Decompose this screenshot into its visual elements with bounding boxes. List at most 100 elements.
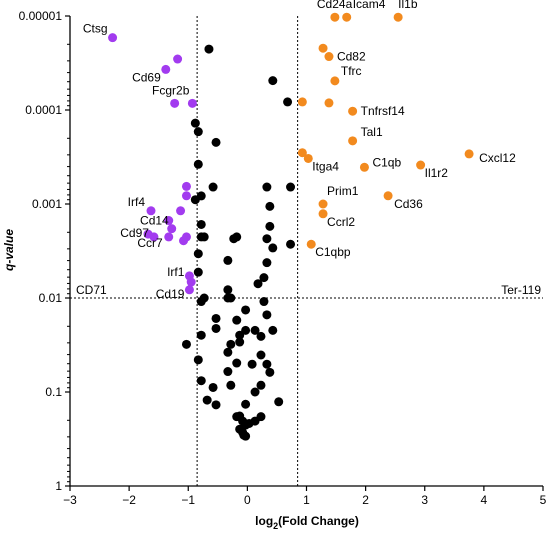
point-label: Irf1: [167, 265, 185, 279]
point-label: Tal1: [361, 125, 383, 139]
data-points: [108, 12, 474, 441]
data-point-up: [342, 12, 352, 22]
data-point-ns: [256, 331, 266, 341]
point-label: Cxcl12: [479, 151, 516, 165]
data-point-up: [318, 199, 328, 209]
data-point-down: [164, 216, 174, 226]
data-point-ns: [193, 159, 203, 169]
threshold-lines: [70, 16, 543, 486]
point-label: Cd19: [156, 287, 185, 301]
data-point-ns: [223, 285, 233, 295]
data-point-ns: [262, 310, 272, 320]
point-label: Il1r2: [425, 166, 449, 180]
data-point-ns: [274, 397, 284, 407]
data-point-ns: [223, 255, 233, 265]
data-point-ns: [241, 399, 251, 409]
x-tick-label: 3: [421, 493, 428, 507]
data-point-ns: [268, 76, 278, 86]
data-point-ns: [229, 234, 239, 244]
data-point-ns: [208, 382, 218, 392]
data-point-down: [149, 232, 159, 242]
y-tick-label: 0.00001: [19, 9, 63, 23]
data-point-ns: [193, 127, 203, 137]
axes: −3 −2 −1 0 1 2 3 4 5 0.00001 0.0001 0.001 0.01 0.1 1: [19, 9, 547, 507]
data-point-ns: [196, 297, 206, 307]
data-point-ns: [286, 239, 296, 249]
data-point-up: [330, 12, 340, 22]
data-point-ns: [235, 330, 245, 340]
point-label: Cd24a: [317, 0, 353, 11]
data-point-ns: [193, 267, 203, 277]
data-point-ns: [265, 221, 275, 231]
x-tick-label: 2: [362, 493, 369, 507]
data-point-ns: [208, 182, 218, 192]
data-point-down: [176, 206, 186, 216]
corner-label-right: Ter-119: [501, 283, 541, 297]
data-point-down: [179, 236, 189, 246]
point-label: Irf4: [128, 195, 146, 209]
data-point-ns: [283, 97, 293, 107]
data-point-up: [464, 149, 474, 159]
point-label: Ccrl2: [327, 215, 355, 229]
data-point-down: [108, 33, 118, 43]
y-axis-title: q-value: [2, 229, 16, 271]
data-point-ns: [256, 350, 266, 360]
data-point-down: [146, 206, 156, 216]
corner-label-left: CD71: [76, 283, 107, 297]
data-point-down: [161, 64, 171, 74]
data-point-ns: [256, 380, 266, 390]
data-point-down: [181, 181, 191, 191]
data-point-ns: [226, 293, 236, 303]
point-label: C1qbp: [315, 245, 351, 259]
data-point-up: [324, 98, 334, 108]
point-label: Prim1: [327, 184, 359, 198]
data-point-ns: [241, 305, 251, 315]
x-axis-title: log2(Fold Change): [255, 514, 359, 531]
data-point-up: [303, 153, 313, 163]
y-tick-label: 0.001: [32, 197, 62, 211]
y-tick-label: 0.01: [39, 291, 63, 305]
x-tick-label: −1: [181, 493, 195, 507]
data-point-ns: [286, 182, 296, 192]
data-point-ns: [190, 195, 200, 205]
data-point-ns: [223, 347, 233, 357]
data-point-ns: [181, 339, 191, 349]
data-point-ns: [196, 330, 206, 340]
x-tick-label: 4: [481, 493, 488, 507]
data-point-ns: [226, 339, 236, 349]
x-tick-label: −3: [63, 493, 77, 507]
point-label: Ccr7: [137, 236, 163, 250]
point-label: Cd36: [394, 197, 423, 211]
data-point-up: [318, 209, 328, 219]
data-point-ns: [202, 395, 212, 405]
data-point-down: [184, 285, 194, 295]
data-point-ns: [250, 325, 260, 335]
data-point-up: [383, 191, 393, 201]
data-point-ns: [196, 376, 206, 386]
point-label: Ctsg: [83, 22, 108, 36]
data-point-ns: [250, 387, 260, 397]
data-point-ns: [211, 137, 221, 147]
data-point-ns: [199, 232, 209, 242]
data-point-ns: [211, 313, 221, 323]
data-point-down: [173, 54, 183, 64]
data-point-ns: [190, 118, 200, 128]
data-point-ns: [265, 201, 275, 211]
data-point-down: [181, 191, 191, 201]
x-axis-title-rest: (Fold Change): [278, 514, 359, 528]
point-label: C1qb: [372, 155, 401, 169]
data-point-ns: [268, 243, 278, 253]
data-point-ns: [241, 325, 251, 335]
data-point-up: [297, 148, 307, 158]
point-label: Icam4: [353, 0, 386, 11]
point-label: Cd97: [120, 226, 149, 240]
data-point-up: [416, 160, 426, 170]
data-point-ns: [196, 219, 206, 229]
point-label: Cd69: [132, 70, 161, 84]
x-tick-label: 5: [540, 493, 547, 507]
data-point-up: [324, 52, 334, 62]
point-label: Fcgr2b: [152, 83, 190, 97]
data-point-down: [170, 98, 180, 108]
